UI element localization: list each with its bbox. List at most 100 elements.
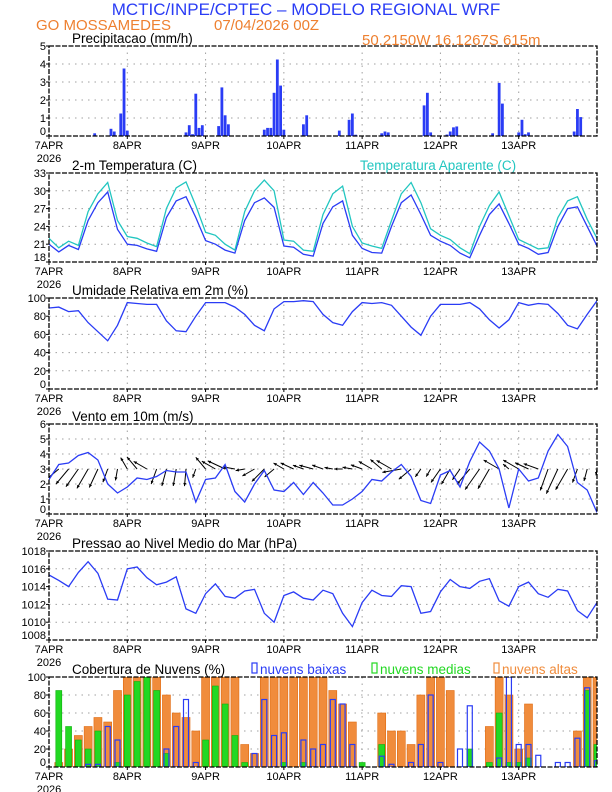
wind-vector	[273, 462, 285, 470]
wind-vector	[120, 457, 128, 470]
cloud-bar-nuvens-altas	[445, 690, 455, 767]
precip-bar	[527, 132, 530, 136]
y-tick-label: 20	[34, 366, 46, 378]
wind-vector	[150, 468, 158, 485]
precip-bar	[455, 126, 459, 136]
coordinates-label: 50.2150W 16.1267S 615m	[362, 32, 540, 49]
cloud-bar-nuvens-medias	[143, 677, 151, 767]
x-tick-label: 9APR	[191, 518, 220, 530]
y-tick-label: 5	[40, 434, 46, 446]
x-tick-label: 11APR	[345, 518, 379, 530]
y-tick-label: 21	[34, 239, 46, 251]
precip-bar	[337, 130, 341, 136]
wind-vector	[55, 468, 69, 485]
x-tick-label: 8APR	[113, 140, 142, 152]
precip-bar	[576, 109, 579, 136]
x-year-label: 2026	[37, 153, 61, 165]
panel-title: Cobertura de Nuvens (%)	[72, 662, 225, 677]
wind-vector	[324, 466, 333, 470]
precip-bar	[302, 124, 305, 136]
cloud-bar-nuvens-baixas	[251, 752, 258, 767]
wind-vector	[398, 468, 412, 480]
wind-vector	[76, 468, 89, 489]
precip-bar	[448, 131, 452, 136]
legend-label: nuvens altas	[502, 662, 578, 677]
wind-vector	[195, 457, 206, 470]
precip-bar	[386, 132, 390, 136]
x-year-label: 2026	[37, 279, 61, 291]
wind-vector	[370, 459, 383, 470]
precip-bar	[520, 119, 524, 136]
wind-vector	[114, 468, 118, 481]
x-tick-label: 8APR	[113, 771, 142, 783]
precip-bar	[269, 127, 273, 136]
y-tick-label: 1	[40, 113, 46, 125]
cloud-bar-nuvens-baixas	[319, 743, 327, 767]
series-line-wind-0	[49, 433, 597, 513]
panel-precip: 01 2 3 4 5 7APR 8APR 9APR 10APR 11APR 12APR 13APR 20…	[35, 31, 598, 165]
wind-vector	[430, 468, 441, 483]
x-tick-label: 10APR	[266, 771, 301, 783]
cloud-bar-nuvens-altas	[259, 677, 269, 767]
panel-title: Precipitacao (mm/h)	[72, 31, 193, 46]
precip-bar	[517, 132, 521, 136]
panel-wind: 01 2 3 4 5 6 7APR 8APR 9APR 10APR 11APR 12APR 13APR 2…	[35, 409, 598, 543]
wind-vector	[161, 468, 167, 487]
panel-title: Vento em 10m (m/s)	[72, 409, 194, 424]
y-tick-label: 1018	[22, 546, 46, 558]
precip-bar	[220, 87, 224, 136]
wind-vector	[251, 468, 265, 482]
cloud-bar-nuvens-medias	[486, 762, 493, 767]
precip-bar	[425, 92, 429, 136]
wind-vector	[583, 468, 588, 482]
x-year-label: 2026	[37, 657, 61, 669]
cloud-bar-nuvens-medias	[55, 690, 63, 767]
cloud-bar-nuvens-baixas	[593, 760, 597, 767]
y-tick-label: 100	[28, 672, 46, 684]
precip-bar	[445, 134, 449, 136]
cloud-bar-nuvens-baixas	[407, 761, 415, 767]
x-tick-label: 8APR	[113, 393, 142, 405]
cloud-bar-nuvens-baixas	[329, 698, 336, 767]
y-tick-label: 1	[40, 494, 46, 506]
cloud-bar-nuvens-medias	[221, 703, 229, 767]
wind-vector	[414, 468, 422, 478]
cloud-bar-nuvens-altas	[289, 677, 298, 767]
cloud-bar-nuvens-altas	[485, 726, 494, 767]
x-tick-label: 13APR	[501, 518, 536, 530]
cloud-bar-nuvens-baixas	[496, 757, 503, 767]
cloud-bar-nuvens-medias	[75, 739, 82, 767]
wind-vector	[65, 468, 79, 487]
cloud-bar-nuvens-medias	[94, 730, 102, 767]
x-tick-label: 11APR	[345, 644, 379, 656]
precip-bar	[282, 129, 286, 136]
cloud-bar-nuvens-baixas	[104, 725, 111, 767]
precip-bar	[491, 133, 495, 136]
precip-bar	[272, 92, 276, 136]
precip-bar	[279, 85, 282, 136]
legend-label: nuvens baixas	[260, 662, 347, 677]
series-line-humidity-0	[49, 300, 597, 342]
plot-frame	[48, 172, 598, 263]
x-tick-label: 9APR	[191, 266, 220, 278]
x-tick-label: 9APR	[191, 393, 220, 405]
cloud-bar-nuvens-baixas	[192, 761, 199, 767]
precip-bar	[275, 59, 279, 136]
wind-vector	[425, 468, 432, 477]
wind-vector	[514, 462, 529, 470]
precip-bar	[501, 103, 504, 136]
wind-vector	[133, 460, 148, 470]
x-tick-label: 13APR	[501, 771, 536, 783]
cloud-bar-nuvens-baixas	[339, 703, 346, 767]
x-tick-label: 9APR	[191, 140, 220, 152]
wind-vector	[376, 459, 392, 470]
x-tick-label: 12APR	[423, 393, 458, 405]
precip-bar	[191, 134, 194, 136]
precip-bar	[429, 132, 433, 136]
y-tick-label: 3	[40, 464, 46, 476]
x-tick-label: 12APR	[423, 140, 458, 152]
wind-vector	[334, 467, 343, 471]
cloud-bar-nuvens-altas	[181, 717, 191, 767]
cloud-bar-nuvens-altas	[406, 744, 416, 767]
wind-vector	[477, 468, 490, 489]
